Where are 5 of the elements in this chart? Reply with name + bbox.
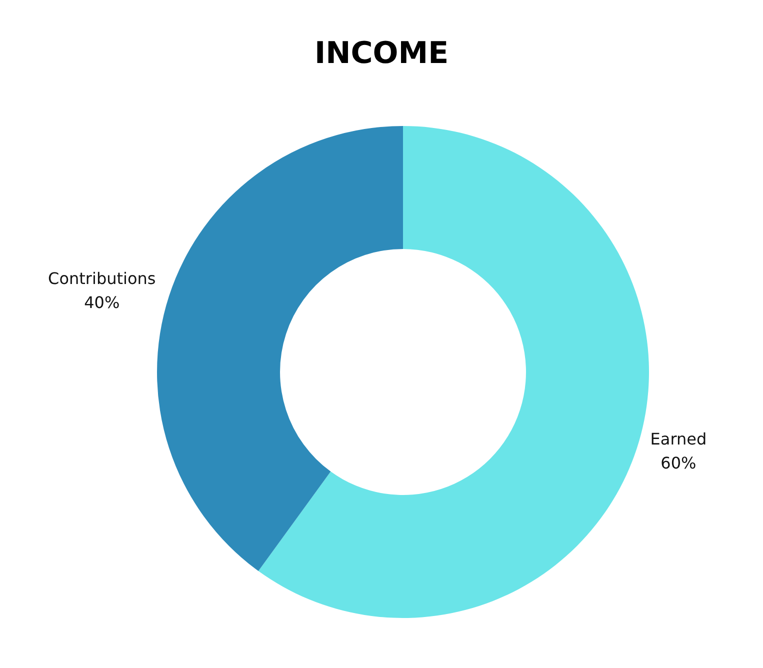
data-label: 60% — [660, 454, 696, 472]
slice-label: Contributions — [48, 268, 156, 288]
chart-title: INCOME — [314, 36, 449, 71]
data-label: 40% — [84, 292, 120, 312]
slice-label: Earned — [650, 430, 707, 448]
